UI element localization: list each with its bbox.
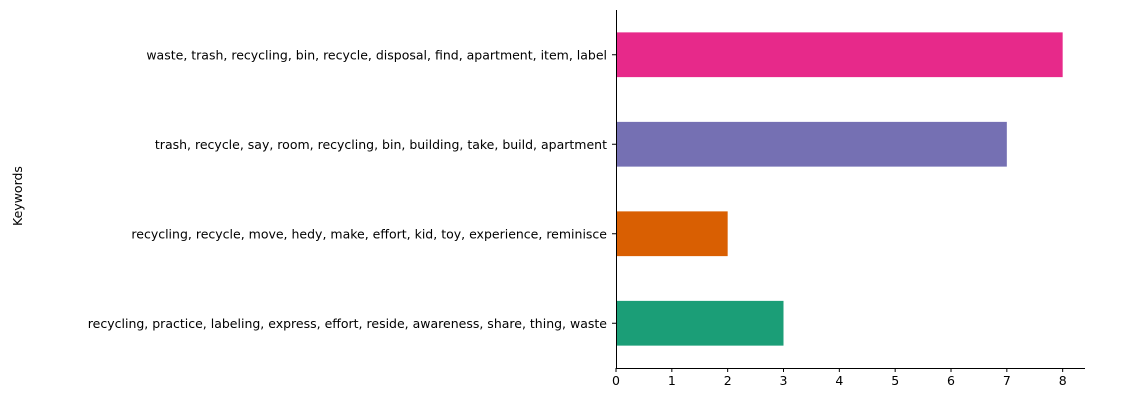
bar-3 — [616, 300, 784, 346]
x-tick-label-6: 6 — [947, 373, 955, 388]
category-label-0: waste, trash, recycling, bin, recycle, d… — [146, 47, 607, 62]
bar-2 — [616, 211, 728, 257]
x-tick-label-4: 4 — [835, 373, 843, 388]
x-ticks-group: 0 1 2 3 4 5 6 7 8 — [612, 368, 1067, 388]
x-tick-label-5: 5 — [891, 373, 899, 388]
bars-group — [616, 32, 1063, 346]
bar-1 — [616, 121, 1007, 167]
category-label-1: trash, recycle, say, room, recycling, bi… — [155, 137, 607, 152]
category-label-3: recycling, practice, labeling, express, … — [88, 316, 607, 331]
y-axis-title: Keywords — [10, 166, 25, 226]
category-label-2: recycling, recycle, move, hedy, make, ef… — [131, 226, 607, 241]
x-tick-label-3: 3 — [780, 373, 788, 388]
x-tick-label-0: 0 — [612, 373, 620, 388]
x-tick-label-7: 7 — [1003, 373, 1011, 388]
category-labels-group: waste, trash, recycling, bin, recycle, d… — [88, 47, 616, 331]
bar-0 — [616, 32, 1063, 78]
x-tick-label-8: 8 — [1059, 373, 1067, 388]
x-tick-label-1: 1 — [668, 373, 676, 388]
x-tick-label-2: 2 — [724, 373, 732, 388]
